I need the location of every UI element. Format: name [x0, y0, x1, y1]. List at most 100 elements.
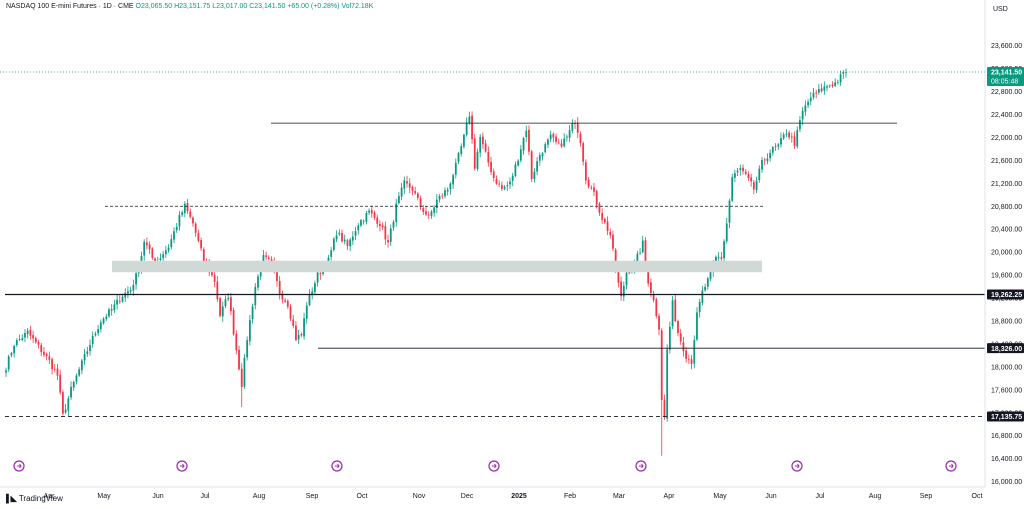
candle-body: [230, 297, 232, 312]
candle-body: [368, 210, 370, 213]
candle-body: [248, 320, 251, 342]
candle-body: [687, 358, 690, 360]
candle: [506, 181, 509, 191]
candle-body: [574, 123, 576, 124]
candle: [793, 131, 796, 149]
candle-body: [91, 335, 94, 345]
candle-body: [351, 236, 354, 241]
candle-body: [706, 278, 709, 287]
candle-body: [576, 122, 579, 133]
candle-body: [51, 359, 53, 369]
candle-body: [736, 170, 739, 173]
candle: [192, 216, 194, 227]
candle: [148, 241, 151, 255]
candle: [747, 171, 750, 181]
candle: [360, 219, 362, 228]
candle: [389, 224, 392, 246]
candle-body: [636, 253, 639, 263]
candle: [373, 210, 376, 221]
candle-body: [240, 368, 243, 387]
event-marker-icon: [791, 460, 803, 472]
candle-body: [29, 329, 32, 336]
candle-body: [192, 217, 194, 224]
candle-body: [303, 318, 305, 337]
candle: [622, 281, 625, 302]
candle-body: [685, 350, 688, 359]
candle-body: [387, 240, 389, 243]
brand-logo[interactable]: ▌◣ TradingView: [6, 494, 63, 503]
supply-demand-zone: [112, 260, 762, 273]
candle-body: [40, 345, 43, 353]
candle-body: [113, 304, 116, 311]
candle: [433, 204, 436, 217]
candle: [777, 143, 780, 150]
candle: [818, 83, 820, 95]
candle-body: [148, 244, 151, 250]
candle-body: [696, 312, 698, 340]
candle-body: [270, 259, 273, 261]
candle-body: [433, 207, 436, 213]
candle-body: [43, 351, 45, 355]
candle: [64, 404, 67, 414]
event-marker-icon: [176, 460, 188, 472]
candle-body: [750, 177, 753, 182]
candle-body: [644, 240, 647, 263]
candle-body: [314, 283, 316, 293]
candle: [422, 205, 425, 215]
candle-body: [517, 160, 520, 166]
candle: [379, 220, 381, 232]
candle: [666, 344, 669, 422]
candle-body: [365, 213, 368, 222]
candle-body: [89, 345, 91, 352]
candle: [70, 381, 72, 400]
candle: [495, 175, 498, 185]
candle-body: [582, 143, 585, 162]
candle-body: [360, 220, 362, 226]
x-tick-label: Jul: [201, 493, 210, 500]
candle-body: [666, 349, 669, 419]
candle: [590, 185, 593, 190]
candle: [725, 217, 728, 244]
candle-body: [332, 238, 335, 250]
candle: [687, 354, 690, 364]
last-price-label: 23,141.50: [991, 70, 1022, 77]
candle: [809, 91, 812, 106]
candle: [522, 136, 525, 155]
candle-body: [818, 88, 820, 93]
candle: [774, 143, 777, 151]
candle-body: [845, 71, 847, 73]
candle-body: [617, 268, 620, 283]
candle-body: [566, 136, 568, 138]
candle-body: [346, 240, 349, 246]
x-tick-label: Sep: [306, 493, 319, 500]
candle-body: [62, 392, 64, 414]
candle-body: [32, 335, 34, 339]
candle-body: [135, 273, 137, 285]
candle: [690, 355, 693, 370]
candle-body: [129, 289, 132, 292]
candle: [763, 157, 766, 166]
candle: [555, 133, 557, 145]
x-tick-label: Aug: [869, 493, 882, 500]
candle-body: [823, 86, 826, 91]
candle-body: [593, 187, 595, 192]
candle-body: [498, 183, 501, 185]
candle-body: [78, 369, 81, 376]
y-tick-label: 22,800.00: [991, 89, 1022, 96]
candle: [487, 146, 490, 167]
candle-body: [5, 370, 7, 373]
candle-body: [295, 325, 297, 341]
candle-body: [438, 196, 441, 200]
candle: [286, 299, 289, 309]
candle: [51, 357, 53, 375]
candle: [197, 229, 200, 243]
x-tick-label: May: [97, 493, 111, 500]
candle-body: [316, 272, 319, 283]
x-tick-label: Aug: [253, 493, 266, 500]
candle: [32, 330, 34, 343]
candle-body: [668, 326, 671, 350]
candle-body: [490, 161, 492, 173]
candle-body: [403, 180, 406, 189]
candle-body: [341, 232, 343, 242]
